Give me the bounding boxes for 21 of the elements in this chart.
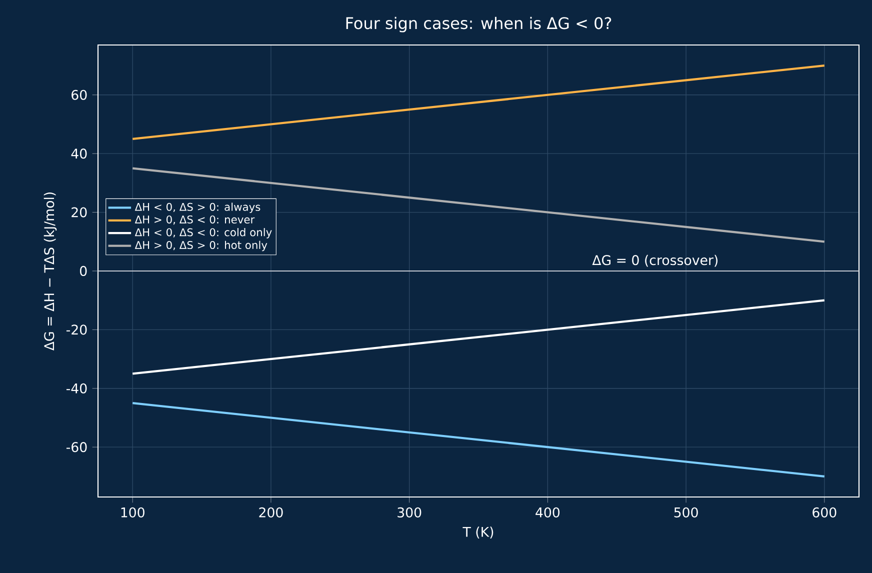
x-tick-label: 600 [812, 507, 836, 518]
legend-label: ΔH < 0, ΔS > 0: always [134, 202, 260, 213]
x-tick-label: 300 [398, 507, 422, 518]
y-tick-label: -20 [66, 324, 87, 335]
x-tick-label: 500 [674, 507, 698, 518]
annotation: ΔG = 0 (crossover) [592, 254, 718, 267]
y-tick-label: 0 [80, 266, 87, 276]
y-tick-label: 60 [72, 90, 87, 100]
chart-title: Four sign cases: when is ΔG < 0? [346, 16, 612, 32]
x-axis-title: T (K) [462, 526, 494, 538]
legend-label: ΔH < 0, ΔS < 0: cold only [134, 228, 272, 238]
y-tick-label: -60 [66, 442, 87, 452]
x-tick-label: 200 [259, 507, 283, 518]
y-tick-label: 40 [71, 148, 87, 159]
x-tick-label: 400 [536, 507, 560, 518]
y-tick-label: 20 [72, 207, 87, 218]
legend-label: ΔH > 0, ΔS > 0: hot only [134, 240, 268, 252]
y-axis-title: ΔG = ΔH − TΔS (kJ/mol) [44, 192, 57, 351]
y-tick-label: -40 [66, 383, 87, 394]
legend-label: ΔH > 0, ΔS < 0: never [134, 215, 255, 225]
x-tick-label: 100 [121, 507, 144, 518]
